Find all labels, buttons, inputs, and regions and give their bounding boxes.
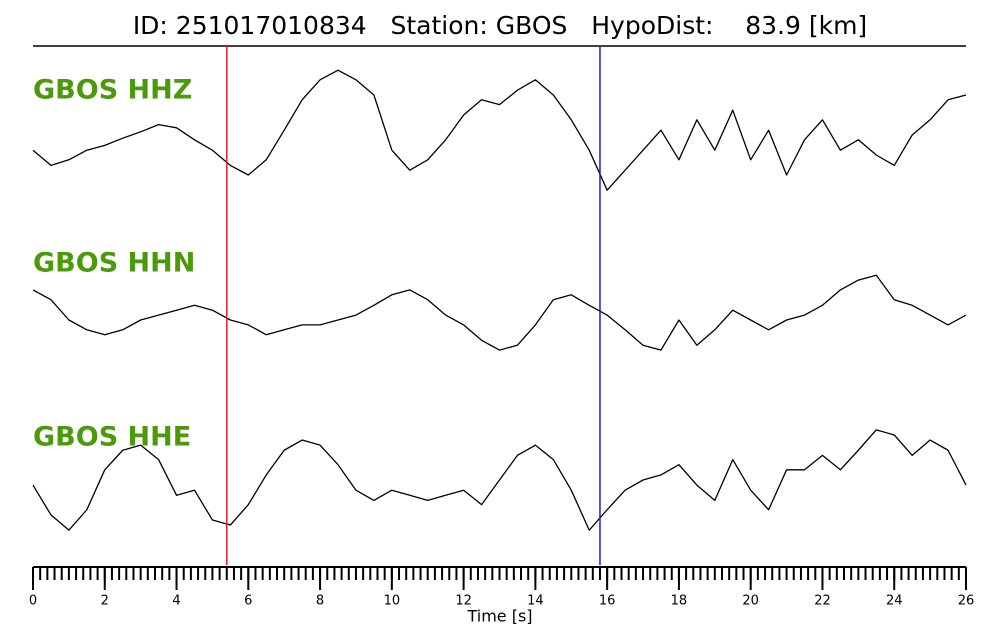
x-tick-label: 22 bbox=[814, 594, 831, 609]
x-tick-label: 18 bbox=[671, 594, 688, 609]
x-tick-label: 14 bbox=[527, 594, 544, 609]
x-tick-label: 10 bbox=[384, 594, 401, 609]
x-tick-label: 26 bbox=[958, 594, 975, 609]
waveform bbox=[32, 274, 967, 351]
x-tick-label: 20 bbox=[742, 594, 759, 609]
x-tick-label: 6 bbox=[244, 594, 252, 609]
x-tick-label: 8 bbox=[316, 594, 324, 609]
x-tick-label: 4 bbox=[172, 594, 180, 609]
x-tick-label: 12 bbox=[455, 594, 472, 609]
chart-title: ID: 251017010834 Station: GBOS HypoDist:… bbox=[133, 11, 867, 40]
x-tick-label: 0 bbox=[29, 594, 37, 609]
trace-label: GBOS HHN bbox=[33, 248, 195, 279]
x-tick-label: 16 bbox=[599, 594, 616, 609]
trace-label: GBOS HHZ bbox=[33, 75, 192, 106]
x-axis-label: Time [s] bbox=[466, 607, 532, 626]
waveform bbox=[32, 69, 967, 191]
trace-label: GBOS HHE bbox=[33, 422, 191, 453]
waveform bbox=[32, 429, 967, 531]
x-tick-label: 24 bbox=[886, 594, 903, 609]
x-tick-label: 2 bbox=[101, 594, 109, 609]
